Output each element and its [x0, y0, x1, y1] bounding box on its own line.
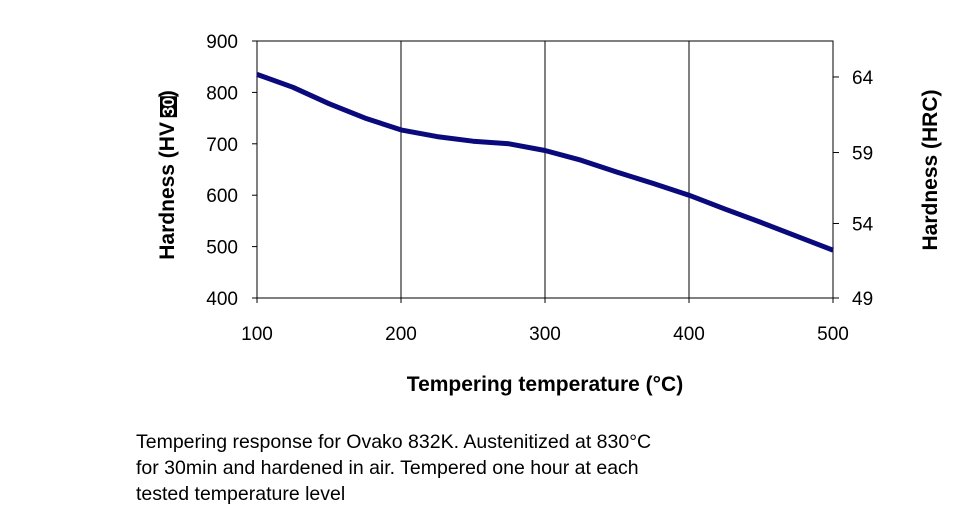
y2-tick-label: 59 [852, 144, 873, 165]
y-tick-label: 900 [206, 32, 238, 53]
y-tick-label: 400 [206, 289, 238, 310]
y-tick-label: 700 [206, 135, 238, 156]
x-tick-label: 400 [673, 324, 705, 345]
caption-line: tested temperature level [136, 483, 346, 505]
caption-line: Tempering response for Ovako 832K. Auste… [136, 431, 652, 453]
caption: Tempering response for Ovako 832K. Auste… [136, 429, 856, 507]
hardness-series-line [256, 72, 834, 253]
y-tick-label: 800 [206, 83, 238, 104]
axis-ticks: 100 200 300 400 500 400 500 600 700 800 900 64 59 54 4… [206, 32, 873, 345]
y2-tick-label: 64 [852, 68, 874, 89]
y-tick-label: 600 [206, 186, 238, 207]
x-tick-label: 500 [817, 324, 849, 345]
y2-axis-title: Hardness (HRC) [919, 89, 942, 250]
x-axis-title: Tempering temperature (°C) [407, 373, 683, 396]
series-layer [256, 72, 834, 253]
caption-line: for 30min and hardened in air. Tempered … [136, 457, 639, 479]
y2-tick-label: 54 [852, 214, 874, 235]
y-axis-title: Hardness (HV 30) [156, 90, 179, 259]
svg-text:Hardness (HV 30): Hardness (HV 30) [156, 90, 179, 259]
tempering-chart: 100 200 300 400 500 400 500 600 700 800 900 64 59 54 4… [156, 32, 942, 396]
grid-lines [400, 41, 690, 298]
x-tick-label: 300 [529, 324, 561, 345]
y-axis-title-close: ) [156, 90, 179, 97]
y-tick-label: 500 [206, 238, 238, 259]
y-axis-title-text: Hardness (HV [156, 116, 179, 260]
x-tick-label: 100 [241, 324, 273, 345]
y-axis-title-subscript: 30 [159, 97, 178, 116]
x-tick-label: 200 [385, 324, 417, 345]
y-axis-title-box [160, 96, 177, 118]
y2-tick-label: 49 [852, 289, 873, 310]
